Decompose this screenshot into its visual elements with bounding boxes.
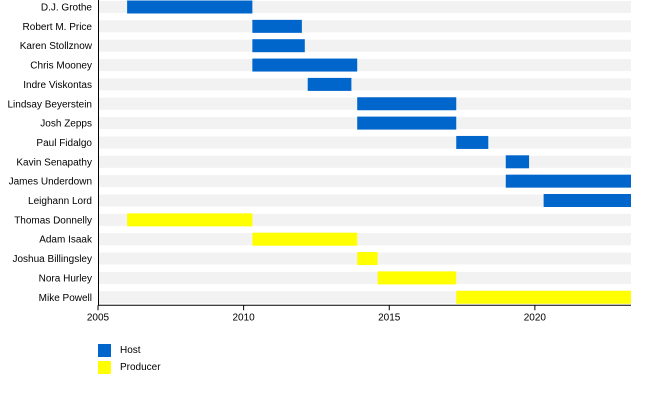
row-band bbox=[98, 136, 631, 149]
bar-host bbox=[505, 174, 631, 188]
row-label: Paul Fidalgo bbox=[36, 138, 92, 149]
bar-host bbox=[127, 0, 253, 14]
bar-producer bbox=[127, 213, 253, 227]
legend-producer-swatch bbox=[98, 360, 111, 374]
row-band bbox=[98, 155, 631, 168]
x-tick-label: 2020 bbox=[524, 312, 547, 323]
x-tick-label: 2015 bbox=[378, 312, 401, 323]
role-bars bbox=[127, 0, 631, 304]
row-label: Adam Isaak bbox=[39, 235, 93, 246]
row-label: Joshua Billingsley bbox=[13, 254, 93, 265]
row-label: Kavin Senapathy bbox=[16, 157, 92, 168]
row-band bbox=[98, 194, 631, 207]
bar-host bbox=[357, 116, 457, 130]
row-label: Mike Powell bbox=[39, 293, 92, 304]
bar-producer bbox=[357, 252, 378, 266]
legend-producer: Producer bbox=[98, 360, 161, 374]
row-band bbox=[98, 233, 631, 246]
row-band bbox=[98, 20, 631, 33]
bar-host bbox=[357, 97, 457, 111]
row-band bbox=[98, 271, 631, 284]
row-label: D.J. Grothe bbox=[41, 3, 93, 14]
row-label: James Underdown bbox=[9, 177, 92, 188]
bar-producer bbox=[252, 232, 358, 246]
bar-host bbox=[252, 58, 358, 72]
row-label: Nora Hurley bbox=[39, 273, 92, 284]
row-label: Lindsay Beyerstein bbox=[8, 99, 93, 110]
row-band bbox=[98, 39, 631, 52]
bar-host bbox=[252, 19, 302, 33]
x-axis: 2005 2010 2015 2020 bbox=[87, 0, 631, 323]
x-tick-label: 2005 bbox=[87, 312, 110, 323]
legend-host-label: Host bbox=[120, 344, 141, 356]
row-label: Karen Stollznow bbox=[20, 41, 93, 52]
row-labels: D.J. Grothe Robert M. Price Karen Stollzno… bbox=[8, 3, 93, 304]
bar-producer bbox=[377, 271, 457, 285]
row-band bbox=[98, 59, 631, 72]
row-band bbox=[98, 78, 631, 91]
bar-host bbox=[456, 135, 489, 149]
bar-host bbox=[307, 77, 352, 91]
bar-host bbox=[505, 155, 530, 169]
row-label: Robert M. Price bbox=[23, 22, 93, 33]
bar-host bbox=[252, 39, 305, 53]
row-label: Thomas Donnelly bbox=[14, 215, 92, 226]
legend-host: Host bbox=[98, 343, 141, 357]
row-label: Leighann Lord bbox=[28, 196, 92, 207]
legend-producer-label: Producer bbox=[120, 361, 161, 373]
bar-host bbox=[543, 194, 631, 207]
row-label: Josh Zepps bbox=[40, 119, 92, 130]
row-label: Chris Mooney bbox=[30, 61, 92, 72]
x-tick-label: 2010 bbox=[233, 312, 256, 323]
row-label: Indre Viskontas bbox=[23, 80, 92, 91]
legend-host-swatch bbox=[98, 343, 111, 357]
bar-producer bbox=[456, 290, 631, 304]
row-band bbox=[98, 175, 631, 188]
